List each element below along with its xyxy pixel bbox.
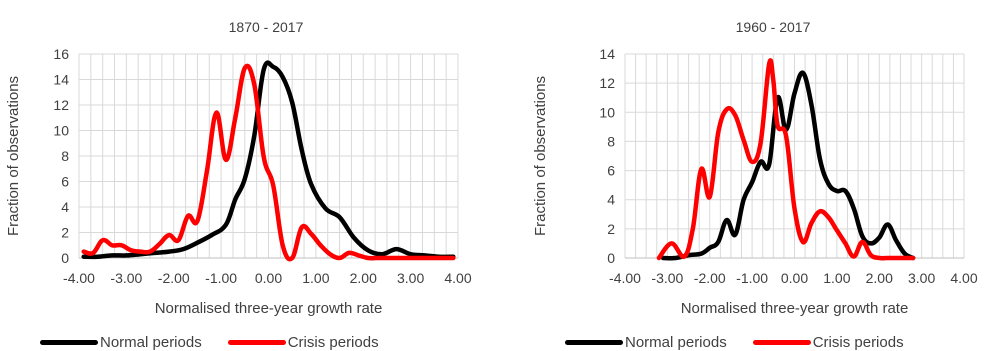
legend-item-crisis: Crisis periods (752, 333, 904, 351)
legend-swatch-crisis (752, 339, 811, 345)
legend-label-normal: Normal periods (100, 333, 202, 351)
y-tick-label: 2 (61, 225, 69, 241)
chart-svg: 1960 - 2017 0 2 4 6 8 10 12 14 -4.00 -3.00 -2.00 -1.… (532, 19, 978, 317)
x-tick-label: -3.00 (651, 270, 683, 286)
x-tick-label: 4.00 (444, 270, 471, 286)
x-tick-label: 4.00 (950, 270, 977, 286)
y-axis-label: Fraction of observations (5, 76, 22, 236)
y-tick-label: 2 (607, 221, 615, 237)
y-tick-label: 4 (61, 199, 69, 215)
chart-svg: 1870 - 2017 0 2 4 6 8 10 12 14 16 -4.00 -3.00 -2.00-… (5, 19, 472, 317)
legend-item-crisis: Crisis periods (227, 333, 379, 351)
y-tick-label: 10 (599, 104, 615, 120)
x-tick-label: 3.00 (908, 270, 935, 286)
legend-item-normal: Normal periods (40, 334, 202, 351)
x-axis-label: Normalised three-year growth rate (155, 300, 383, 317)
series-line-normal-periods (660, 70, 916, 261)
y-tick-label: 0 (607, 250, 615, 266)
x-tick-label: 0.00 (781, 270, 808, 286)
grid (78, 53, 459, 258)
x-tick-label: 2.00 (866, 270, 893, 286)
legend-item-normal: Normal periods (565, 334, 727, 351)
x-tick-label: 2.00 (350, 270, 377, 286)
legend-label-crisis: Crisis periods (812, 333, 904, 351)
y-tick-label: 10 (53, 123, 69, 139)
y-tick-label: 6 (607, 163, 615, 179)
chart-legend: Normal periods Crisis periods (40, 333, 405, 351)
legend-label-normal: Normal periods (625, 333, 727, 351)
x-tick-label: -4.00 (63, 270, 95, 286)
y-tick-label: 14 (53, 72, 69, 88)
y-tick-label: 8 (61, 148, 69, 164)
chart-title: 1960 - 2017 (736, 19, 811, 35)
legend-swatch-normal (40, 339, 98, 345)
x-tick-label: -2.00 (694, 270, 726, 286)
x-tick-label: 3.00 (397, 270, 424, 286)
x-tick-label: 1.00 (302, 270, 329, 286)
x-axis-label: Normalised three-year growth rate (681, 300, 909, 317)
chart-panel-1870-2017: 1870 - 2017 0 2 4 6 8 10 12 14 16 -4.00 -3.00 -2.00-… (5, 19, 472, 351)
y-axis-label: Fraction of observations (532, 76, 549, 236)
y-tick-label: 12 (599, 75, 615, 91)
x-tick-label: -1.00 (205, 270, 237, 286)
y-tick-label: 4 (607, 192, 615, 208)
x-tick-label: -2.00 (158, 270, 190, 286)
y-tick-label: 12 (53, 97, 69, 113)
y-tick-label: 16 (53, 46, 69, 62)
chart-legend: Normal periods Crisis periods (565, 333, 930, 351)
x-tick-label: 1.00 (823, 270, 850, 286)
chart-panel-1960-2017: 1960 - 2017 0 2 4 6 8 10 12 14 -4.00 -3.00 -2.00 -1.… (497, 0, 993, 351)
y-tick-label: 6 (61, 174, 69, 190)
x-tick-label: -4.00 (609, 270, 641, 286)
legend-swatch-crisis (227, 339, 286, 345)
y-tick-label: 8 (607, 133, 615, 149)
series-line-normal-periods (81, 60, 456, 260)
y-tick-label: 14 (599, 46, 615, 62)
legend-label-crisis: Crisis periods (287, 333, 379, 351)
grid (624, 53, 965, 258)
x-tick-label: -3.00 (110, 270, 142, 286)
series-line-crisis-periods (81, 63, 456, 262)
chart-title: 1870 - 2017 (229, 19, 304, 35)
x-tick-label: 0.00 (255, 270, 282, 286)
legend-swatch-normal (565, 339, 623, 345)
series-line-crisis-periods (656, 58, 916, 261)
x-tick-label: -1.00 (736, 270, 768, 286)
y-tick-label: 0 (61, 250, 69, 266)
